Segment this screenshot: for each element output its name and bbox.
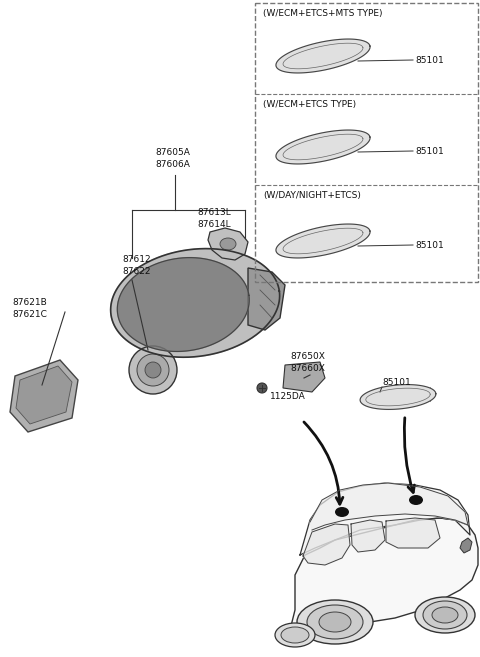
Ellipse shape (307, 605, 363, 639)
Ellipse shape (275, 623, 315, 647)
Ellipse shape (137, 354, 169, 386)
Text: 87622: 87622 (122, 267, 151, 276)
Polygon shape (310, 483, 468, 530)
Polygon shape (386, 518, 440, 548)
Ellipse shape (335, 507, 349, 517)
Text: 87621C: 87621C (12, 310, 47, 319)
Polygon shape (354, 41, 364, 55)
Text: 85101: 85101 (415, 241, 444, 250)
Text: 85101: 85101 (415, 147, 444, 156)
Polygon shape (460, 538, 472, 553)
Polygon shape (276, 130, 370, 164)
Polygon shape (354, 227, 364, 240)
Polygon shape (276, 224, 370, 258)
Text: (W/ECM+ETCS+MTS TYPE): (W/ECM+ETCS+MTS TYPE) (263, 9, 383, 18)
Ellipse shape (129, 346, 177, 394)
Ellipse shape (297, 600, 373, 644)
Ellipse shape (281, 627, 309, 643)
Text: 87612: 87612 (122, 255, 151, 264)
Polygon shape (248, 268, 285, 330)
Polygon shape (303, 524, 350, 565)
Text: 87660X: 87660X (290, 364, 325, 373)
Polygon shape (10, 360, 78, 432)
Text: 87605A: 87605A (155, 148, 190, 157)
Polygon shape (300, 483, 470, 555)
Ellipse shape (220, 238, 236, 250)
Ellipse shape (409, 495, 423, 505)
Polygon shape (351, 520, 385, 552)
Text: 87621B: 87621B (12, 298, 47, 307)
Polygon shape (354, 133, 364, 147)
Ellipse shape (145, 362, 161, 378)
Ellipse shape (257, 383, 267, 393)
Polygon shape (208, 228, 248, 260)
Text: 87614L: 87614L (197, 220, 230, 229)
Polygon shape (422, 388, 432, 401)
Polygon shape (283, 362, 325, 392)
Polygon shape (276, 39, 370, 73)
Ellipse shape (423, 601, 467, 629)
Ellipse shape (319, 612, 351, 632)
Text: (W/ECM+ETCS TYPE): (W/ECM+ETCS TYPE) (263, 100, 356, 109)
Text: 1125DA: 1125DA (270, 392, 306, 401)
Ellipse shape (432, 607, 458, 623)
Text: 85101: 85101 (415, 56, 444, 65)
Ellipse shape (415, 597, 475, 633)
Text: 85101: 85101 (382, 378, 411, 387)
Polygon shape (290, 518, 478, 640)
Text: 87606A: 87606A (155, 160, 190, 169)
Polygon shape (111, 248, 280, 357)
Polygon shape (360, 384, 436, 409)
Polygon shape (117, 258, 249, 351)
Polygon shape (16, 366, 72, 424)
Text: 87650X: 87650X (290, 352, 325, 361)
Bar (255, 3, 478, 282)
Text: (W/DAY/NIGHT+ETCS): (W/DAY/NIGHT+ETCS) (263, 191, 361, 200)
Text: 87613L: 87613L (197, 208, 231, 217)
